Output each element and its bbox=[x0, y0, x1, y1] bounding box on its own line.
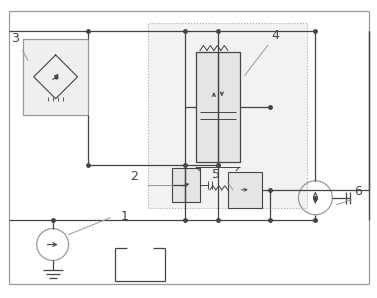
Text: 1: 1 bbox=[120, 210, 128, 223]
Text: 2: 2 bbox=[130, 170, 138, 183]
Text: 6: 6 bbox=[354, 185, 362, 198]
Text: 5: 5 bbox=[212, 168, 220, 181]
Bar bbox=[23, 38, 89, 115]
Bar bbox=[228, 172, 262, 208]
Bar bbox=[172, 168, 200, 202]
Text: 4: 4 bbox=[271, 29, 279, 41]
Bar bbox=[196, 52, 240, 162]
Text: 3: 3 bbox=[11, 32, 19, 46]
Bar bbox=[148, 23, 307, 208]
